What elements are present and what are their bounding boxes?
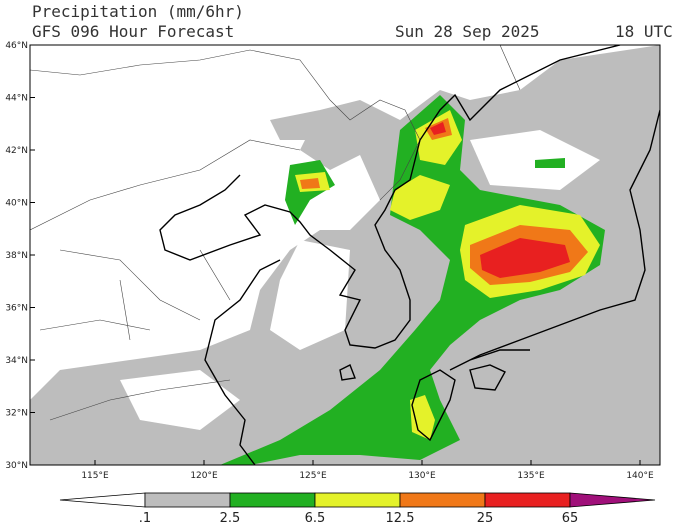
map [30,45,660,465]
precip-light [270,110,320,140]
lon-label: 140°E [626,471,654,481]
lat-label: 34°N [5,356,28,366]
precip-intense [300,178,320,189]
country-border [30,45,521,421]
lon-label: 130°E [408,471,436,481]
precip-heavy [390,175,450,220]
lat-label: 30°N [5,461,28,471]
lon-label: 125°E [299,471,327,481]
precip-extreme [430,122,446,135]
lat-label: 36°N [5,304,28,314]
lon-label: 120°E [190,471,218,481]
colorbar [59,492,656,508]
lat-label: 42°N [5,146,28,156]
coastline [449,109,660,371]
lon-label: 135°E [517,471,545,481]
colorbar-segment [569,492,656,508]
title: Precipitation (mm/6hr) [32,2,244,21]
colorbar-label: 25 [477,511,494,525]
subtitle: GFS 096 Hour Forecast [32,22,234,41]
map-ticks: 46°N 44°N 42°N 40°N 38°N 36°N 34°N 32°N 30°N 115°… [5,41,654,481]
coastline [469,364,506,391]
lat-label: 32°N [5,409,28,419]
colorbar-label: .1 [139,511,151,525]
precip-heavy [410,395,435,440]
coastline [159,45,621,349]
colorbar-label: 2.5 [220,511,241,525]
coastline [204,259,281,465]
lat-label: 40°N [5,199,28,209]
colorbar-label: 65 [562,511,579,525]
colorbar-labels: .1 2.5 6.5 12.5 25 65 [139,511,579,526]
colorbar-segment [144,492,231,508]
colorbar-segment [484,492,571,508]
precip-extreme [480,238,570,278]
colorbar-segment [59,492,146,508]
colorbar-segment [229,492,316,508]
coastline [411,369,456,442]
colorbar-segment [399,492,486,508]
lat-label: 44°N [5,94,28,104]
precip-moderate [535,158,565,168]
precip-gap [270,240,350,350]
precip-gap [120,370,240,430]
colorbar-segment [314,492,401,508]
colorbar-label: 6.5 [305,511,326,525]
lon-label: 115°E [81,471,109,481]
lat-label: 46°N [5,41,28,51]
forecast-date: Sun 28 Sep 2025 [395,22,540,41]
colorbar-label: 12.5 [386,511,415,525]
coastline [339,364,356,381]
forecast-time: 18 UTC [615,22,673,41]
lat-label: 38°N [5,251,28,261]
